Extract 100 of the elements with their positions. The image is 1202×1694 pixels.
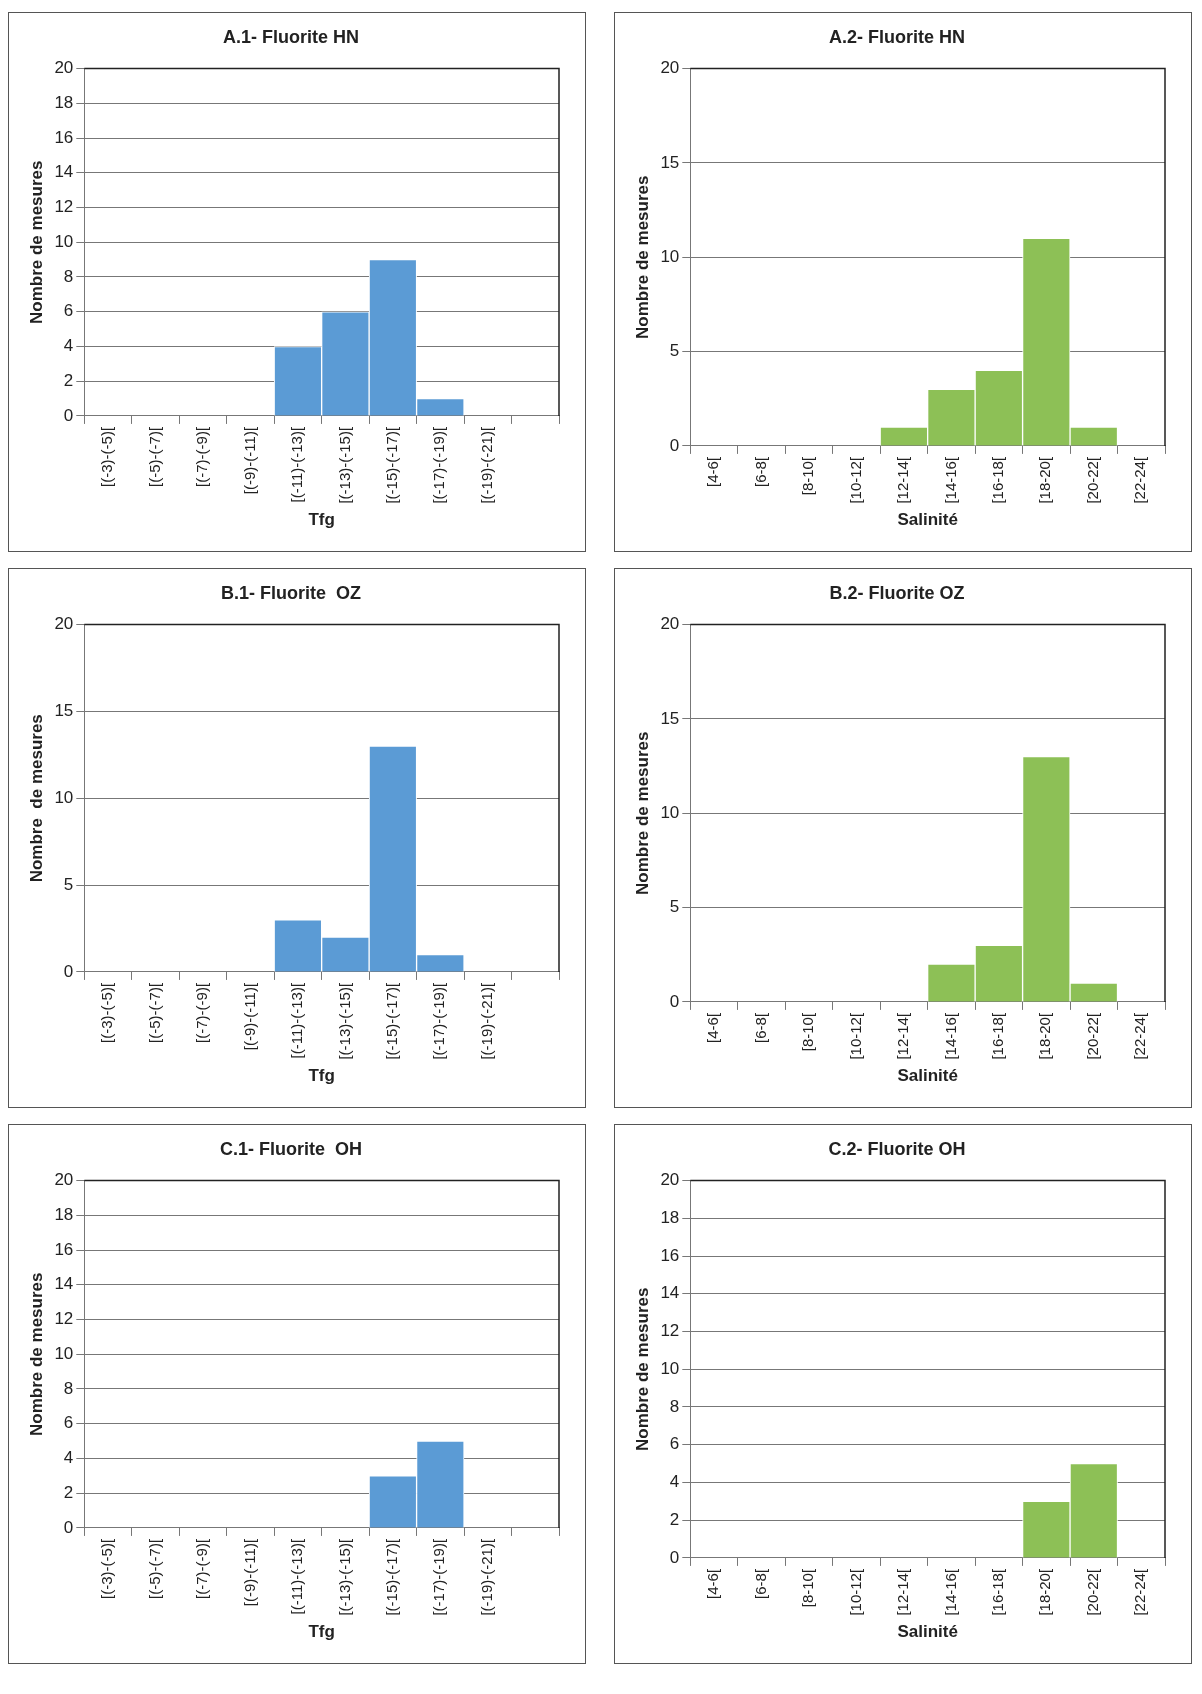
y-tick-label: 4 <box>63 336 74 356</box>
y-tick-label: 14 <box>54 162 74 182</box>
x-tick-label: [16-18[ <box>989 1012 1006 1060</box>
y-axis-title: Nombre de mesures <box>26 714 46 883</box>
x-tick-label: [(-7)-(-9)[ <box>193 1538 211 1599</box>
y-tick-label: 14 <box>54 1274 74 1294</box>
chart-title: A.1- Fluorite HN <box>222 26 360 47</box>
y-axis-title: Nombre de mesures <box>632 1287 652 1451</box>
x-tick-label: [(-5)-(-7)[ <box>145 426 163 487</box>
chart-title: B.2- Fluorite OZ <box>829 582 965 603</box>
x-tick-label: [16-18[ <box>989 456 1006 504</box>
y-tick-label: 0 <box>669 991 680 1011</box>
x-tick-label: [(-13)-(-15)[ <box>335 426 353 504</box>
y-tick-label: 18 <box>54 93 74 113</box>
y-tick-label: 0 <box>63 961 74 981</box>
x-tick-label: [14-16[ <box>941 456 959 504</box>
y-tick-label: 8 <box>669 1396 680 1416</box>
x-tick-label: [(-15)-(-17)[ <box>383 982 400 1060</box>
x-tick-label: [(-7)-(-9)[ <box>193 426 211 487</box>
x-tick-label: [6-8[ <box>751 1012 769 1043</box>
x-tick-label: [8-10[ <box>799 1012 817 1052</box>
x-tick-label: [(-19)-(-21)[ <box>477 982 495 1060</box>
y-tick-label: 0 <box>63 405 74 425</box>
y-tick-label: 8 <box>63 266 74 286</box>
y-tick-label: 18 <box>660 1208 680 1228</box>
x-axis-title: Tfg <box>308 1066 335 1086</box>
x-axis-title: Salinité <box>897 1622 958 1642</box>
y-tick-label: 5 <box>669 341 680 361</box>
y-tick-label: 20 <box>54 614 74 634</box>
x-tick-label: [6-8[ <box>751 456 769 487</box>
y-tick-label: 10 <box>54 1343 74 1363</box>
x-tick-label: [22-24[ <box>1131 1568 1149 1616</box>
x-tick-label: [(-11)-(-13)[ <box>288 982 306 1059</box>
x-tick-label: [(-17)-(-19)[ <box>430 426 448 504</box>
y-tick-label: 16 <box>660 1245 680 1265</box>
y-tick-label: 2 <box>63 1482 74 1502</box>
x-tick-label: [22-24[ <box>1131 1012 1149 1060</box>
x-tick-label: [6-8[ <box>751 1568 769 1599</box>
x-tick-label: [4-6[ <box>704 1012 722 1043</box>
y-tick-label: 6 <box>63 301 74 321</box>
x-tick-label: [(-7)-(-9)[ <box>193 982 211 1043</box>
x-tick-label: [20-22[ <box>1083 1568 1101 1616</box>
x-tick-label: [4-6[ <box>704 456 722 487</box>
chart-title: A.2- Fluorite HN <box>828 26 966 47</box>
x-tick-label: [10-12[ <box>846 1568 864 1616</box>
x-axis-title: Tfg <box>308 1622 335 1642</box>
x-tick-label: [(-11)-(-13)[ <box>288 426 306 503</box>
y-tick-label: 14 <box>660 1283 680 1303</box>
y-axis-title: Nombre de mesures <box>632 731 652 895</box>
x-tick-label: [20-22[ <box>1083 456 1101 504</box>
x-axis-title: Salinité <box>897 1066 958 1086</box>
x-tick-label: [(-3)-(-5)[ <box>98 1538 116 1599</box>
x-tick-label: [16-18[ <box>989 1568 1006 1616</box>
y-tick-label: 10 <box>54 787 74 807</box>
y-tick-label: 15 <box>660 708 680 728</box>
x-tick-label: [(-5)-(-7)[ <box>145 1538 163 1599</box>
y-tick-label: 10 <box>660 1358 680 1378</box>
x-tick-label: [(-9)-(-11)[ <box>240 982 258 1051</box>
y-tick-label: 0 <box>63 1517 74 1537</box>
y-tick-label: 20 <box>54 58 74 78</box>
chart-title: C.2- Fluorite OH <box>828 1138 966 1159</box>
y-axis-title: Nombre de mesures <box>26 160 46 324</box>
x-tick-label: [4-6[ <box>704 1568 722 1599</box>
x-tick-label: [(-19)-(-21)[ <box>477 426 495 504</box>
x-tick-label: [(-5)-(-7)[ <box>145 982 163 1043</box>
y-tick-label: 4 <box>669 1472 680 1492</box>
y-tick-label: 16 <box>54 1239 74 1259</box>
x-tick-label: [(-13)-(-15)[ <box>335 982 353 1060</box>
y-tick-label: 10 <box>660 802 680 822</box>
y-tick-label: 20 <box>660 614 680 634</box>
x-tick-label: [14-16[ <box>941 1012 959 1060</box>
x-tick-label: [(-13)-(-15)[ <box>335 1538 353 1616</box>
x-tick-label: [18-20[ <box>1036 1012 1054 1060</box>
y-tick-label: 0 <box>669 435 680 455</box>
y-tick-label: 20 <box>660 58 680 78</box>
y-tick-label: 6 <box>63 1413 74 1433</box>
x-tick-label: [14-16[ <box>941 1568 959 1616</box>
x-tick-label: [(-15)-(-17)[ <box>383 1538 400 1616</box>
y-tick-label: 16 <box>54 127 74 147</box>
x-tick-label: [12-14[ <box>894 1012 912 1060</box>
x-tick-label: [20-22[ <box>1083 1012 1101 1060</box>
y-axis-title: Nombre de mesures <box>632 175 652 339</box>
y-tick-label: 4 <box>63 1448 74 1468</box>
x-tick-label: [(-11)-(-13)[ <box>288 1538 306 1615</box>
x-tick-label: [10-12[ <box>846 1012 864 1060</box>
y-tick-label: 10 <box>660 246 680 266</box>
y-tick-label: 15 <box>660 152 680 172</box>
x-tick-label: [10-12[ <box>846 456 864 504</box>
y-tick-label: 12 <box>660 1321 680 1341</box>
x-tick-label: [(-17)-(-19)[ <box>430 982 448 1060</box>
y-tick-label: 0 <box>669 1547 680 1567</box>
x-tick-label: [(-3)-(-5)[ <box>98 982 116 1043</box>
x-tick-label: [(-17)-(-19)[ <box>430 1538 448 1616</box>
x-tick-label: [18-20[ <box>1036 1568 1054 1616</box>
x-tick-label: [(-9)-(-11)[ <box>240 1538 258 1607</box>
y-tick-label: 12 <box>54 197 74 217</box>
x-tick-label: [12-14[ <box>894 456 912 504</box>
y-tick-label: 20 <box>660 1170 680 1190</box>
x-axis-title: Tfg <box>308 510 335 530</box>
y-tick-label: 6 <box>669 1434 680 1454</box>
